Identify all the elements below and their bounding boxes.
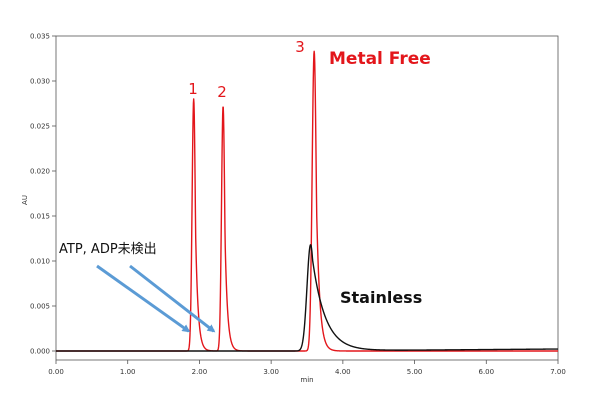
series-lines [55, 50, 559, 352]
peak-label-1: 1 [188, 80, 198, 98]
axis-ticks: 0.00 1.00 2.00 3.00 4.00 5.00 6.00 7.00 0.000 0.0… [30, 33, 566, 377]
annotation-text: ATP, ADP未検出 [59, 242, 157, 257]
series-label-metal-free: Metal Free [329, 49, 431, 69]
series-label-stainless: Stainless [340, 288, 422, 307]
peak-label-3: 3 [295, 38, 305, 56]
x-axis-title: min [300, 376, 313, 384]
plot-border [55, 35, 559, 361]
y-axis-title: AU [21, 195, 29, 205]
y-tick-label: 0.010 [30, 258, 50, 266]
x-tick-label: 5.00 [407, 368, 423, 376]
plot-frame [55, 35, 559, 361]
y-tick-label: 0.035 [30, 33, 50, 41]
y-tick-label: 0.030 [30, 78, 50, 86]
x-tick-label: 3.00 [263, 368, 279, 376]
annotation-arrows [96, 264, 216, 333]
x-tick-label: 4.00 [335, 368, 351, 376]
x-tick-label: 6.00 [478, 368, 494, 376]
series-line-metal-free [55, 50, 559, 352]
y-tick-label: 0.015 [30, 213, 50, 221]
peak-label-2: 2 [217, 83, 227, 101]
x-tick-label: 2.00 [192, 368, 208, 376]
y-tick-label: 0.005 [30, 303, 50, 311]
x-tick-label: 7.00 [550, 368, 566, 376]
annotation-arrow [96, 264, 191, 333]
y-tick-label: 0.020 [30, 168, 50, 176]
annotation-arrow [129, 264, 216, 333]
y-tick-label: 0.000 [30, 348, 50, 356]
x-tick-label: 0.00 [48, 368, 64, 376]
series-line-stainless [55, 244, 559, 352]
x-tick-label: 1.00 [120, 368, 136, 376]
y-tick-label: 0.025 [30, 123, 50, 131]
